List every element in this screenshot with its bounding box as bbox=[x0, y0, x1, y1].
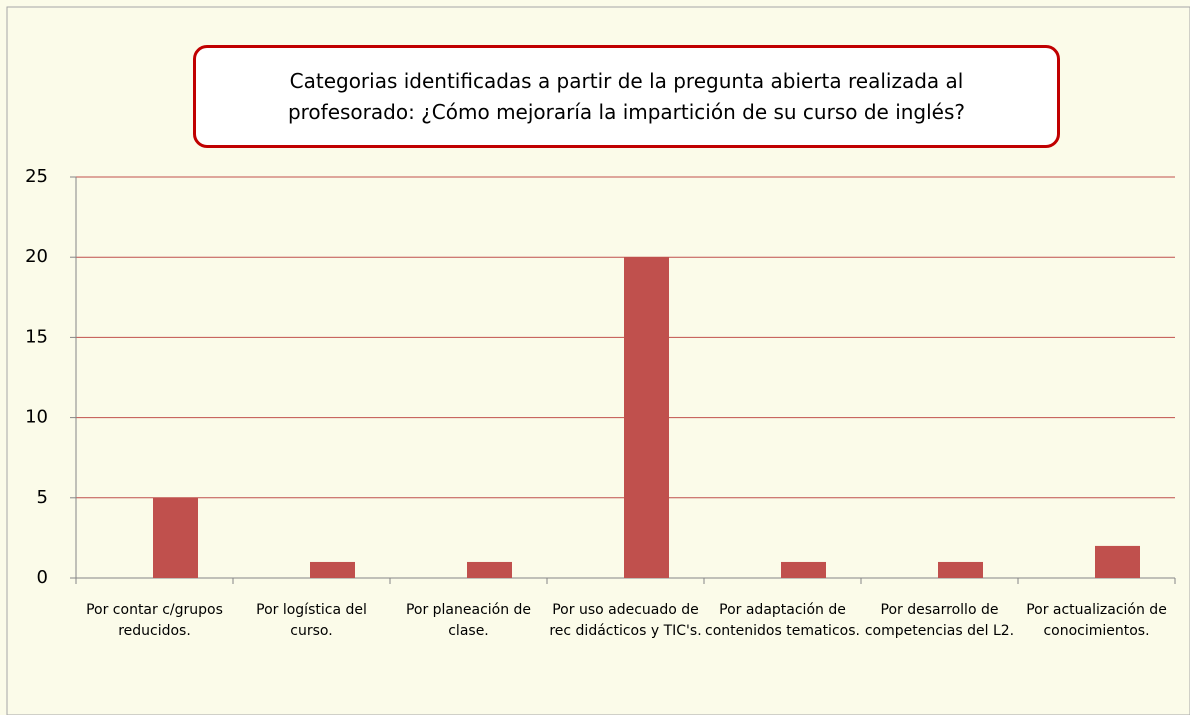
y-tick-label: 15 bbox=[25, 326, 48, 347]
x-tick-label: Por uso adecuado de rec didácticos y TIC… bbox=[549, 602, 702, 639]
chart-title: Categorias identificadas a partir de la … bbox=[287, 68, 966, 124]
bar bbox=[624, 257, 669, 578]
x-tick-label: Por contar c/grupos reducidos. bbox=[86, 602, 223, 639]
x-tick-label: Por planeación de clase. bbox=[405, 602, 532, 639]
y-tick-label: 0 bbox=[37, 567, 48, 588]
y-tick-label: 20 bbox=[25, 246, 48, 267]
bar bbox=[310, 561, 355, 578]
title-box: Categorias identificadas a partir de la … bbox=[193, 45, 1060, 148]
bar bbox=[781, 561, 826, 578]
bar bbox=[153, 497, 198, 578]
y-tick-label: 5 bbox=[37, 487, 48, 508]
x-tick-label: Por adaptación de contenidos tematicos. bbox=[705, 602, 860, 639]
x-tick-label: Por actualización de conocimientos. bbox=[1026, 602, 1167, 639]
x-tick-label: Por desarrollo de competencias del L2. bbox=[864, 602, 1015, 639]
bar bbox=[938, 561, 983, 578]
y-tick-label: 10 bbox=[25, 407, 48, 428]
bar bbox=[467, 561, 512, 578]
y-tick-label: 25 bbox=[25, 166, 48, 187]
x-tick-label: Por logística del curso. bbox=[256, 602, 367, 639]
bar bbox=[1095, 545, 1140, 578]
chart-border bbox=[6, 6, 1190, 715]
